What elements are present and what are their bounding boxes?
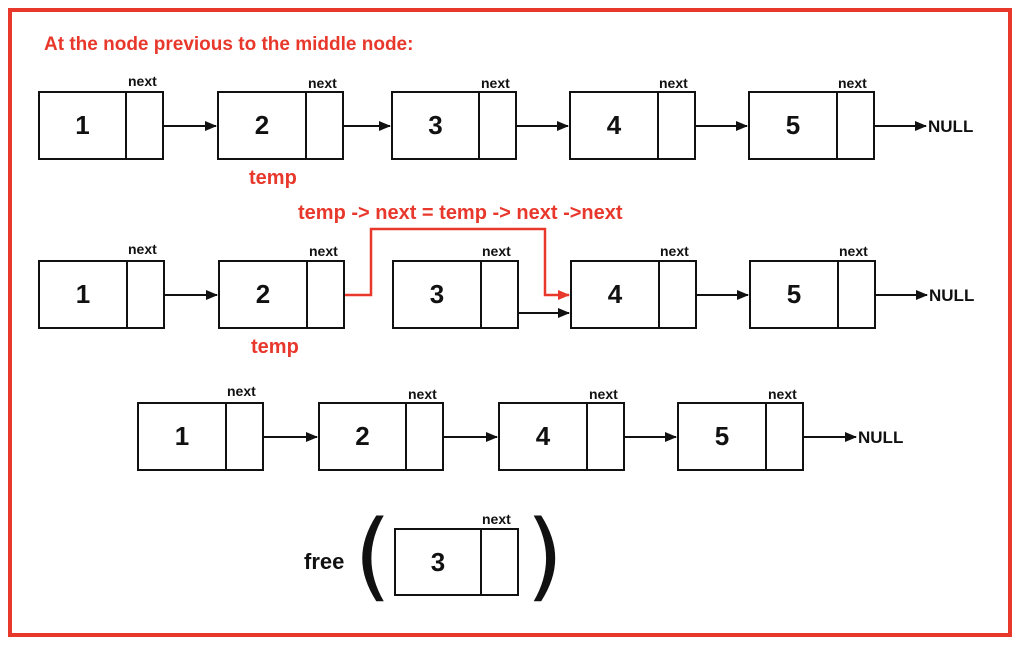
next-label: next [482,511,511,527]
node-value: 1 [40,93,127,158]
null-terminator: NULL [858,428,904,447]
next-label: next [227,383,256,399]
next-label: next [838,75,867,91]
diagram-heading: At the node previous to the middle node: [44,34,414,55]
row3-node-1: 1 [137,402,264,471]
node-value: 3 [396,530,482,594]
row2-node-4: 4 [570,260,697,329]
node-value: 4 [500,404,588,469]
open-paren: ( [354,500,392,612]
node-value: 4 [572,262,660,327]
next-label: next [308,75,337,91]
node-value: 4 [571,93,659,158]
free-label: free [304,549,345,574]
row2-node-5: 5 [749,260,876,329]
next-label: next [309,243,338,259]
row2-node-1: 1 [38,260,165,329]
null-terminator: NULL [929,286,975,305]
row2-node-2: 2 [218,260,345,329]
node-value: 1 [139,404,227,469]
next-label: next [482,243,511,259]
null-terminator: NULL [928,117,974,136]
node-value: 3 [394,262,482,327]
node-value: 1 [40,262,128,327]
next-label: next [839,243,868,259]
next-label: next [128,73,157,89]
relink-code: temp -> next = temp -> next ->next [298,202,623,224]
row3-node-2: 2 [318,402,444,471]
relink-arrow [345,227,570,300]
row1-node-2: 2 [217,91,344,160]
diagram-border [8,8,1012,637]
next-label: next [408,386,437,402]
close-paren: ) [526,500,564,612]
next-label: next [659,75,688,91]
row1-node-4: 4 [569,91,696,160]
row3-node-4: 5 [677,402,804,471]
row2-node-3: 3 [392,260,519,329]
node-value: 2 [220,262,308,327]
node-value: 5 [679,404,767,469]
node-value: 2 [320,404,407,469]
temp-label-row2: temp [251,336,299,358]
freed-node: 3 [394,528,519,596]
row3-node-3: 4 [498,402,625,471]
node-value: 2 [219,93,307,158]
next-label: next [660,243,689,259]
next-label: next [589,386,618,402]
temp-label-row1: temp [249,167,297,189]
next-label: next [481,75,510,91]
node-value: 5 [751,262,839,327]
node-value: 3 [393,93,480,158]
row1-node-1: 1 [38,91,164,160]
row1-node-5: 5 [748,91,875,160]
row1-node-3: 3 [391,91,517,160]
next-label: next [768,386,797,402]
next-label: next [128,241,157,257]
node-value: 5 [750,93,838,158]
